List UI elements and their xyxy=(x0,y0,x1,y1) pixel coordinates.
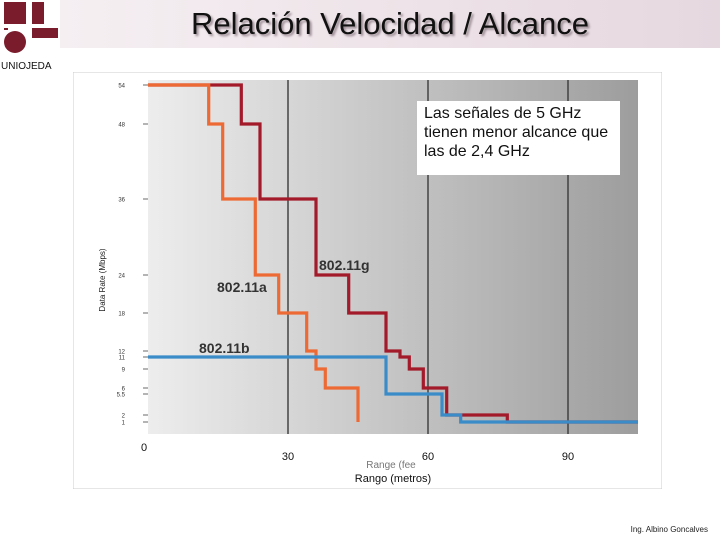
series-label-802.11b: 802.11b xyxy=(199,340,250,356)
annotation-box: Las señales de 5 GHz tienen menor alcanc… xyxy=(417,101,620,175)
author-credit: Ing. Albino Goncalves xyxy=(630,525,708,534)
y-tick-label: 6 xyxy=(122,387,126,393)
y-tick-label: 18 xyxy=(118,312,125,318)
header-bar xyxy=(60,0,720,48)
y-tick-label: 2 xyxy=(122,414,126,420)
y-axis-label: Data Rate (Mbps) xyxy=(98,248,107,311)
y-tick-label: 24 xyxy=(118,274,125,280)
series-line-802.11b xyxy=(148,355,638,424)
page-title: Relación Velocidad / Alcance xyxy=(190,6,590,41)
y-tick-label: 36 xyxy=(118,198,125,204)
logo-text: UNIOJEDA xyxy=(1,61,52,72)
x-tick-label: 90 xyxy=(562,451,574,463)
x-axis-label-faded: Range (fee xyxy=(366,460,416,471)
y-tick-label: 5.5 xyxy=(117,393,126,399)
series-label-802.11a: 802.11a xyxy=(217,279,267,295)
series-line-802.11g xyxy=(148,83,638,424)
x-tick-label: 60 xyxy=(422,451,434,463)
university-logo: UNIOJEDA xyxy=(1,2,58,72)
y-tick-label: 9 xyxy=(122,368,126,374)
y-tick-label: 54 xyxy=(118,84,125,90)
series-line-802.11a xyxy=(148,83,360,422)
x-axis-label: Rango (metros) xyxy=(355,473,431,485)
x-tick-label: 0 xyxy=(141,442,147,454)
y-tick-label: 11 xyxy=(119,356,126,362)
y-tick-label: 1 xyxy=(122,421,126,427)
x-tick-label: 30 xyxy=(282,451,294,463)
y-tick-label: 12 xyxy=(118,350,125,356)
series-label-802.11g: 802.11g xyxy=(319,257,370,273)
y-tick-label: 48 xyxy=(118,123,125,129)
